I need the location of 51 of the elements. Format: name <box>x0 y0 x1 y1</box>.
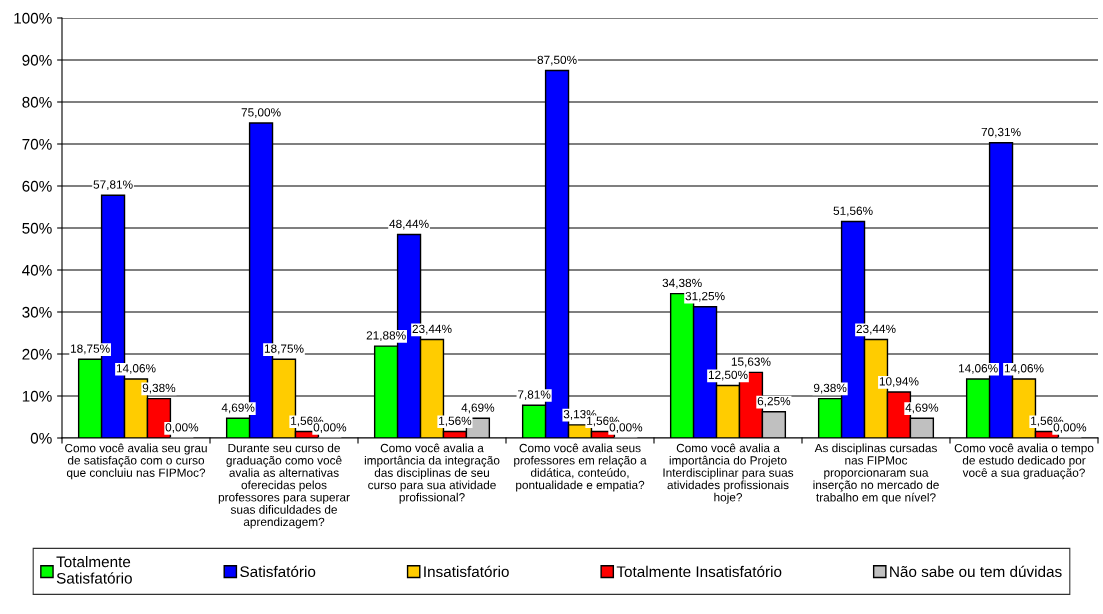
data-label: 9,38% <box>142 383 176 394</box>
data-label: 31,25% <box>685 291 725 302</box>
x-tick-label: Como você avalia a importância do Projeto Interdisciplinar para suas atividades profissionais hoje? <box>663 443 794 504</box>
y-tick-label: 20% <box>22 348 52 360</box>
data-label: 15,63% <box>731 357 771 368</box>
y-tick-label: 60% <box>22 180 52 192</box>
y-tick-label: 50% <box>22 222 52 234</box>
y-tick-label: 0% <box>30 432 52 444</box>
data-label: 51,56% <box>833 206 873 217</box>
data-label: 18,75% <box>264 344 304 355</box>
data-label: 23,44% <box>412 324 452 335</box>
y-tick-label: 90% <box>22 54 52 66</box>
legend-label: Satisfatório <box>240 565 316 578</box>
x-tick-label: Como você avalia seus professores em relação a didática, conteúdo, pontualidade e empatia? <box>514 443 647 492</box>
data-label: 0,00% <box>165 423 199 433</box>
legend-label: Totalmente Satisfatório <box>56 556 132 584</box>
legend-label: Totalmente Insatisfatório <box>616 565 782 578</box>
data-label: 7,81% <box>517 390 551 401</box>
data-label: 34,38% <box>662 278 702 289</box>
data-label: 14,06% <box>959 364 998 374</box>
x-tick-label: Durante seu curso de graduação como você avalia as alternativas oferecidas pelos professores para superar suas dificuldades de aprendizagem? <box>218 443 350 529</box>
y-tick-label: 40% <box>22 264 52 276</box>
x-tick-label: Como você avalia a importância da integração das disciplinas de seu curso para sua atividade profissional? <box>364 443 500 504</box>
data-label: 70,31% <box>981 127 1021 138</box>
data-label: 57,81% <box>93 180 133 191</box>
data-label: 10,94% <box>879 377 919 387</box>
data-label: 75,00% <box>241 108 281 118</box>
y-tick-label: 70% <box>22 138 52 150</box>
y-tick-label: 80% <box>22 96 52 108</box>
data-label: 87,50% <box>537 55 577 66</box>
data-label: 12,50% <box>708 370 748 381</box>
data-label: 4,69% <box>221 403 255 414</box>
data-label: 6,25% <box>757 396 791 407</box>
data-label: 1,56% <box>439 416 472 427</box>
data-label: 14,06% <box>116 364 156 374</box>
x-tick-label: Como você avalia o tempo de estudo dedicado por você a sua graduação? <box>954 443 1094 480</box>
x-tick-label: Como você avalia seu grau de satisfação com o curso que concluiu nas FIPMoc? <box>65 443 207 480</box>
data-label: 21,88% <box>366 331 406 341</box>
data-label: 18,75% <box>71 344 110 355</box>
data-label: 14,06% <box>1004 364 1044 374</box>
y-tick-label: 10% <box>22 390 52 402</box>
y-tick-label: 100% <box>14 12 52 24</box>
data-label: 48,44% <box>389 219 429 230</box>
y-tick-label: 30% <box>22 306 52 318</box>
legend-label: Insatisfatório <box>424 565 509 578</box>
data-label: 4,69% <box>461 403 495 414</box>
x-tick-label: As disciplinas cursadas nas FIPMoc proporcionaram sua inserção no mercado de trabalho em que nível? <box>813 443 939 504</box>
legend-label: Não sabe ou tem dúvidas <box>890 565 1062 578</box>
data-label: 4,69% <box>905 403 939 414</box>
data-label: 23,44% <box>856 324 896 335</box>
data-label: 9,38% <box>813 383 847 394</box>
